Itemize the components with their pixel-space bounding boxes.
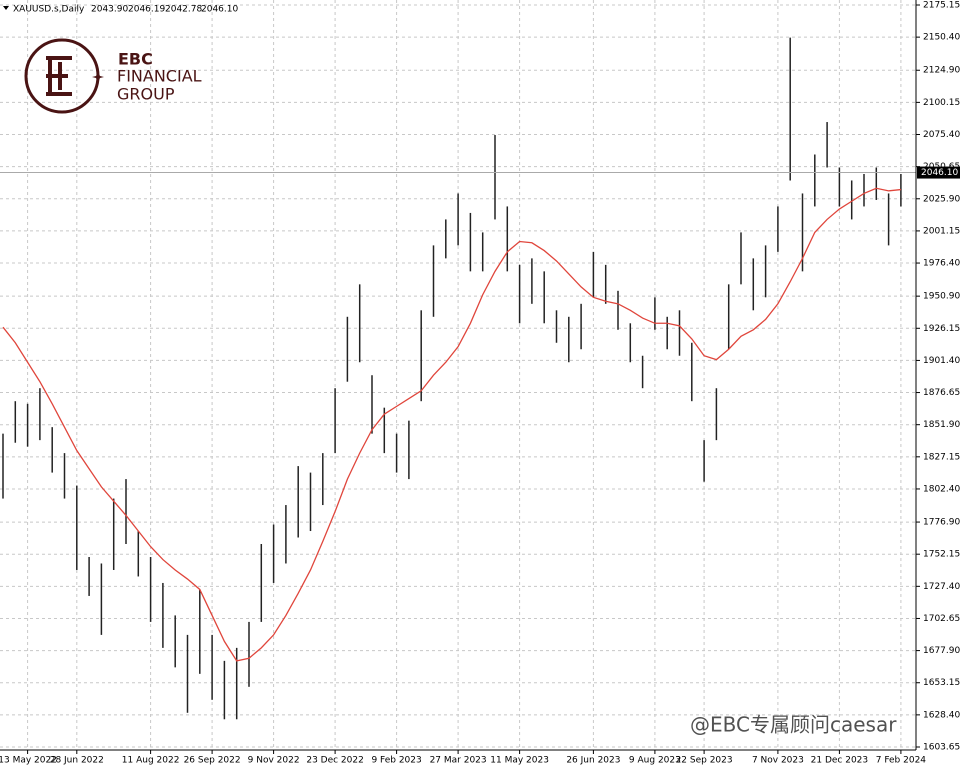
y-tick-label: 1926.15 xyxy=(923,324,960,334)
logo-text: GROUP xyxy=(117,85,175,104)
header-close: 2046.10 xyxy=(201,5,238,15)
x-tick-label: 13 May 2022 xyxy=(0,756,57,766)
x-tick-label: 7 Feb 2024 xyxy=(876,756,927,766)
current-price-box xyxy=(917,166,960,179)
x-tick-label: 9 Feb 2023 xyxy=(371,756,421,766)
y-tick-label: 1653.15 xyxy=(923,678,960,688)
y-tick-label: 1976.40 xyxy=(923,259,960,269)
y-tick-label: 1702.65 xyxy=(923,614,960,624)
logo: EBC FINANCIAL GROUP xyxy=(24,38,202,114)
x-tick-label: 21 Dec 2023 xyxy=(811,756,869,766)
y-tick-label: 1628.40 xyxy=(923,710,960,720)
header-low: 2042.78 xyxy=(165,5,202,15)
logo-star xyxy=(92,72,104,82)
y-tick-label: 1901.40 xyxy=(923,356,960,366)
y-tick-label: 1950.90 xyxy=(923,292,960,302)
y-tick-label: 2150.40 xyxy=(923,33,960,43)
x-tick-label: 26 Sep 2022 xyxy=(184,756,241,766)
x-tick-label: 28 Jun 2022 xyxy=(50,756,104,766)
header-open: 2043.90 xyxy=(91,5,128,15)
x-tick-label: 27 Mar 2023 xyxy=(430,756,487,766)
y-tick-label: 1851.90 xyxy=(923,420,960,430)
x-tick-label: 11 May 2023 xyxy=(490,756,549,766)
y-tick-label: 1727.40 xyxy=(923,582,960,592)
logo-text: FINANCIAL xyxy=(117,67,202,86)
y-tick-label: 2100.15 xyxy=(923,98,960,108)
y-tick-label: 2175.15 xyxy=(923,1,960,11)
logo-text: EBC xyxy=(118,50,153,69)
grid xyxy=(0,0,916,750)
moving-average xyxy=(2,187,901,662)
header-high: 2046.19 xyxy=(128,5,165,15)
x-tick-label: 22 Sep 2023 xyxy=(676,756,733,766)
y-tick-label: 1776.90 xyxy=(923,518,960,528)
y-tick-label: 2025.90 xyxy=(923,194,960,204)
x-tick-label: 9 Nov 2022 xyxy=(248,756,300,766)
y-tick-label: 2124.90 xyxy=(923,66,960,76)
logo-glyph xyxy=(46,56,72,96)
x-tick-label: 23 Dec 2022 xyxy=(306,756,364,766)
y-tick-label: 1876.65 xyxy=(923,388,960,398)
plot xyxy=(0,37,916,720)
y-tick-label: 1752.15 xyxy=(923,550,960,560)
menu-arrow[interactable] xyxy=(3,6,9,10)
y-tick-label: 1802.40 xyxy=(923,484,960,494)
x-tick-label: 7 Nov 2023 xyxy=(752,756,804,766)
x-tick-label: 11 Aug 2022 xyxy=(122,756,180,766)
current-price-label: 2046.10 xyxy=(921,168,958,178)
symbol: XAUUSD.s,Daily xyxy=(13,5,85,15)
y-tick-label: 2075.40 xyxy=(923,130,960,140)
x-tick-label: 26 Jun 2023 xyxy=(566,756,620,766)
y-tick-label: 2001.15 xyxy=(923,226,960,236)
x-tick-label: 9 Aug 2023 xyxy=(629,756,681,766)
watermark: @EBC专属顾问caesar xyxy=(690,713,897,737)
y-tick-label: 1677.90 xyxy=(923,646,960,656)
y-tick-label: 1603.65 xyxy=(923,743,960,753)
y-tick-label: 1827.15 xyxy=(923,452,960,462)
